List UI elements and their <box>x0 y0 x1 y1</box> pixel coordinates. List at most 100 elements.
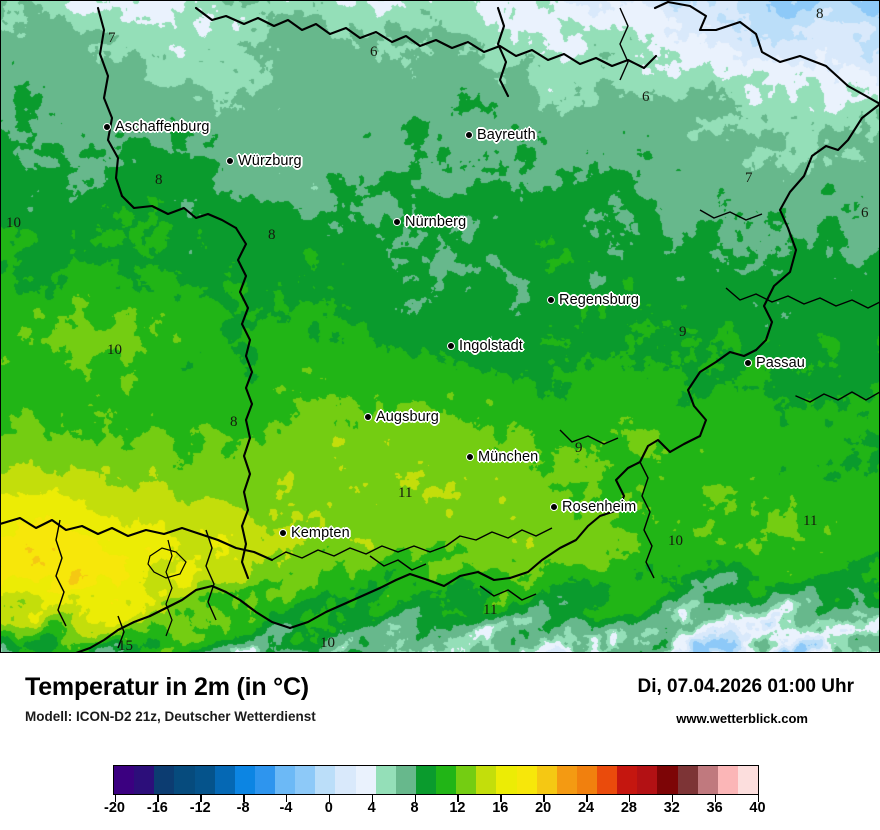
colorbar-tick-label: 32 <box>663 800 680 816</box>
isotherm-label: 11 <box>803 513 818 529</box>
colorbar-tick-label: 28 <box>620 800 637 816</box>
city-dot-icon <box>103 123 111 131</box>
city-label: Ingolstadt <box>459 338 523 354</box>
city-marker[interactable]: Aschaffenburg <box>103 119 210 135</box>
city-marker[interactable]: Bayreuth <box>465 127 536 143</box>
isotherm-label: 7 <box>108 30 116 46</box>
colorbar-tick <box>457 795 459 802</box>
colorbar-tick-label: 4 <box>367 800 376 816</box>
map-borders-layer <box>0 0 880 653</box>
colorbar-swatches <box>113 765 759 795</box>
colorbar-swatch <box>436 766 457 794</box>
city-marker[interactable]: Passau <box>744 355 805 371</box>
colorbar-tick <box>671 795 674 802</box>
city-marker[interactable]: Augsburg <box>364 409 439 425</box>
city-dot-icon <box>393 218 401 226</box>
colorbar-tick <box>714 795 717 802</box>
city-dot-icon <box>550 503 558 511</box>
colorbar-swatch <box>355 766 376 794</box>
city-dot-icon <box>466 453 474 461</box>
colorbar-tick <box>285 795 288 802</box>
valid-time-label: Di, 07.04.2026 01:00 Uhr <box>637 676 854 697</box>
isotherm-label: 6 <box>861 205 869 221</box>
colorbar-tick <box>157 795 159 802</box>
city-dot-icon <box>279 529 287 537</box>
colorbar-swatch <box>496 766 517 794</box>
colorbar-swatch <box>234 766 255 794</box>
colorbar-tick-label: -12 <box>189 800 211 816</box>
colorbar-swatch <box>395 766 416 794</box>
city-dot-icon <box>744 359 752 367</box>
colorbar-tick-label: 8 <box>410 800 419 816</box>
colorbar-tick <box>543 795 545 802</box>
isotherm-label: 8 <box>268 227 276 243</box>
city-marker[interactable]: Nürnberg <box>393 214 466 230</box>
city-label: Nürnberg <box>405 214 467 230</box>
colorbar-tick <box>328 795 331 802</box>
colorbar-swatch <box>295 766 316 794</box>
colorbar-ticks <box>113 795 759 803</box>
isotherm-label: 6 <box>370 44 378 60</box>
colorbar-swatch <box>174 766 195 794</box>
national-border-path <box>0 0 880 653</box>
colorbar-swatch <box>254 766 275 794</box>
colorbar-tick-label: -8 <box>236 800 250 816</box>
isotherm-label: 10 <box>107 342 122 358</box>
colorbar-tick-label: 0 <box>324 800 333 816</box>
colorbar-swatch <box>315 766 336 794</box>
colorbar-swatch <box>597 766 618 794</box>
isotherm-label: 10 <box>6 215 21 231</box>
model-subtitle: Modell: ICON-D2 21z, Deutscher Wetterdie… <box>25 709 316 724</box>
city-marker[interactable]: Ingolstadt <box>447 338 523 354</box>
page-title: Temperatur in 2m (in °C) <box>25 673 309 701</box>
colorbar-tick-label: 16 <box>492 800 509 816</box>
city-marker[interactable]: München <box>466 449 538 465</box>
colorbar-swatch <box>536 766 557 794</box>
colorbar-tick <box>414 795 417 802</box>
map-footer: Temperatur in 2m (in °C) Modell: ICON-D2… <box>0 653 880 830</box>
isotherm-label: 10 <box>668 533 683 549</box>
colorbar-swatch <box>114 766 135 794</box>
city-marker[interactable]: Regensburg <box>547 292 639 308</box>
colorbar-tick <box>500 795 502 802</box>
colorbar-tick <box>586 795 588 802</box>
city-dot-icon <box>364 413 372 421</box>
regional-border-path <box>55 7 880 649</box>
colorbar-swatch <box>657 766 678 794</box>
isotherm-label: 9 <box>575 440 583 456</box>
isotherm-label: 10 <box>320 635 335 651</box>
temperature-field-raster <box>0 0 880 653</box>
city-marker[interactable]: Kempten <box>279 525 350 541</box>
city-marker[interactable]: Rosenheim <box>550 499 636 515</box>
colorbar-tick-label: 20 <box>535 800 552 816</box>
colorbar-swatch <box>617 766 638 794</box>
isotherm-label: 8 <box>155 172 163 188</box>
temperature-map[interactable]: 7 6 8 6 8 7 6 10 8 10 9 8 9 11 11 10 15 10 11 Aschaffenbur… <box>0 0 880 653</box>
colorbar-tick-labels: -20 -16 -12 -8 -4 0 4 8 12 16 20 24 28 32 36 40 <box>0 800 880 824</box>
isotherm-label: 9 <box>679 324 687 340</box>
city-label: München <box>478 449 539 465</box>
city-label: Rosenheim <box>562 499 637 515</box>
colorbar-tick-label: 24 <box>577 800 595 816</box>
colorbar-swatch <box>134 766 155 794</box>
colorbar-swatch <box>637 766 658 794</box>
colorbar-swatch <box>476 766 497 794</box>
colorbar-swatch <box>556 766 577 794</box>
isotherm-label: 11 <box>398 485 413 501</box>
isotherm-label: 7 <box>745 170 753 186</box>
city-dot-icon <box>447 342 455 350</box>
city-marker[interactable]: Würzburg <box>226 153 302 169</box>
isotherm-label: 8 <box>230 414 238 430</box>
colorbar-swatch <box>717 766 738 794</box>
colorbar-tick-label: 40 <box>749 800 766 816</box>
colorbar-swatch <box>677 766 698 794</box>
colorbar-tick-label: 12 <box>449 800 466 816</box>
isotherm-label: 11 <box>483 602 498 618</box>
colorbar-swatch <box>737 766 758 794</box>
colorbar-tick-label: -16 <box>146 800 168 816</box>
colorbar-tick <box>114 795 116 802</box>
colorbar-tick <box>628 795 631 802</box>
city-label: Passau <box>756 355 805 371</box>
city-dot-icon <box>547 296 555 304</box>
